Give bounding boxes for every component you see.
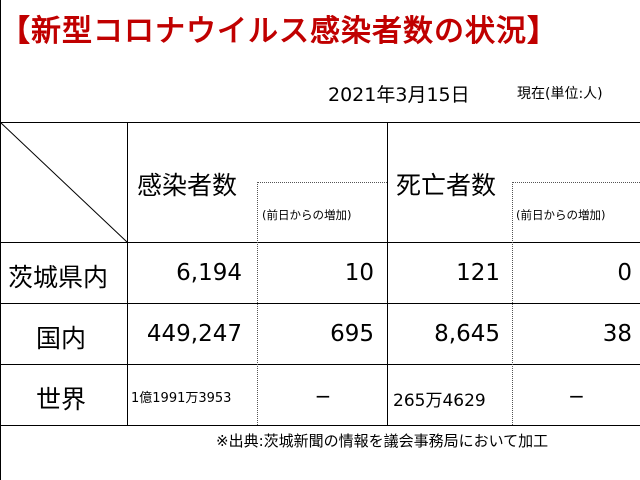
ibaraki-infected-increase: 10: [344, 260, 374, 286]
japan-deaths: 8,645: [434, 321, 500, 347]
dotted-column-divider: [512, 182, 513, 425]
row-label-japan: 国内: [36, 324, 87, 353]
header-bottom-border: [0, 242, 640, 243]
row-label-ibaraki: 茨城県内: [8, 263, 109, 292]
row-divider: [0, 303, 640, 304]
ibaraki-deaths-increase: 0: [617, 260, 632, 286]
report-date: 2021年3月15日: [328, 84, 470, 106]
world-deaths: 265万4629: [393, 391, 486, 411]
japan-infected: 449,247: [146, 321, 242, 347]
unit-label: 現在(単位:人): [517, 86, 603, 102]
dotted-divider: [512, 182, 640, 183]
world-infected: 1億1991万3953: [131, 391, 232, 406]
header-infected-increase: (前日からの増加): [262, 208, 352, 222]
page-title: 【新型コロナウイルス感染者数の状況】: [0, 14, 558, 49]
source-note: ※出典:茨城新聞の情報を議会事務局において加工: [216, 432, 549, 450]
japan-deaths-increase: 38: [602, 321, 632, 347]
world-deaths-increase: −: [568, 384, 585, 408]
corner-diagonal: [0, 122, 128, 243]
row-label-world: 世界: [36, 385, 87, 414]
header-infected: 感染者数: [137, 171, 238, 200]
dotted-column-divider: [257, 182, 258, 425]
column-divider: [387, 122, 388, 425]
row-divider: [0, 364, 640, 365]
world-infected-increase: −: [314, 384, 332, 408]
ibaraki-deaths: 121: [456, 260, 500, 286]
column-divider: [127, 122, 128, 425]
header-deaths: 死亡者数: [396, 171, 497, 200]
ibaraki-infected: 6,194: [176, 260, 242, 286]
table-bottom-border: [0, 425, 640, 426]
japan-infected-increase: 695: [330, 321, 374, 347]
header-deaths-increase: (前日からの増加): [516, 208, 606, 222]
dotted-divider: [257, 182, 387, 183]
table-top-border: [0, 122, 640, 123]
